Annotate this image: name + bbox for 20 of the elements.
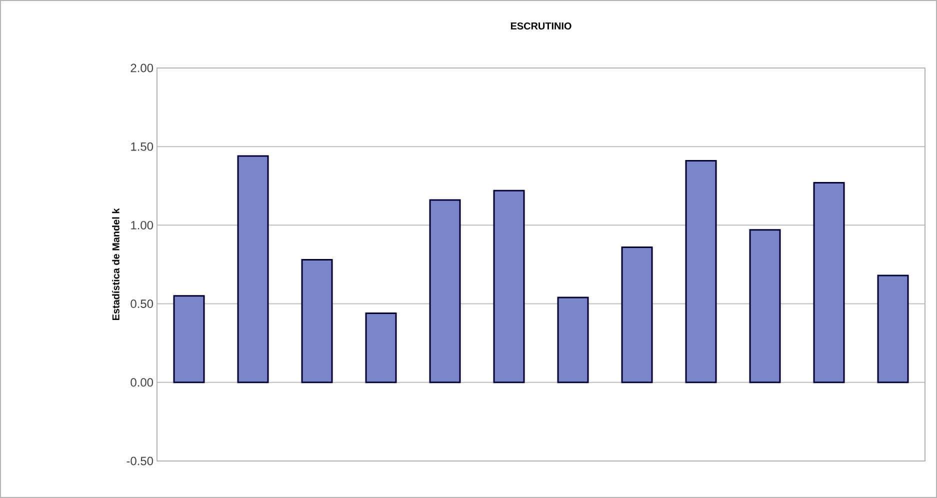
bar — [429, 199, 461, 384]
y-tick-label: -0.50 — [126, 456, 154, 466]
y-tick-label: 2.00 — [130, 64, 154, 72]
bar — [749, 229, 781, 384]
bar — [173, 295, 205, 384]
bar — [365, 312, 397, 384]
y-tick-label: 1.00 — [131, 220, 154, 230]
bar — [301, 259, 333, 384]
chart-title: ESCRUTINIO — [510, 22, 572, 30]
bar — [557, 296, 589, 384]
bar — [877, 274, 909, 384]
bar — [493, 190, 525, 384]
y-tick-label: 0.00 — [130, 378, 154, 387]
bar — [813, 182, 845, 384]
y-tick-label: 1.50 — [131, 142, 154, 151]
y-tick-label: 0.50 — [130, 300, 154, 308]
bar — [237, 155, 269, 384]
y-axis-title: Estadística de Mandel k — [112, 208, 120, 320]
bar — [685, 160, 717, 384]
bar — [621, 246, 653, 384]
